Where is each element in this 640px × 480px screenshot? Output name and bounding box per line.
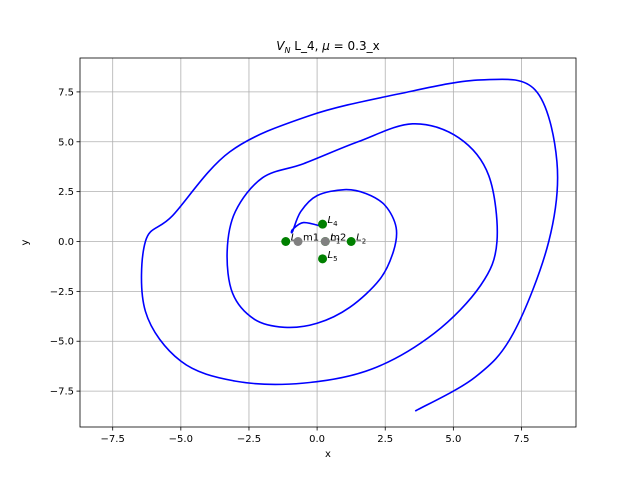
y-tick-label: −7.5 (50, 387, 74, 398)
ticks-layer: −7.5 −5.0 −2.5 0.0 2.5 5.0 7.5 −7.5 −5.0 −2.5 0.0 2… (50, 87, 530, 445)
title-rest: L_4, (290, 39, 322, 53)
series-layer (140, 78, 559, 412)
y-axis-label: y (20, 239, 31, 245)
point-m2 (320, 237, 330, 247)
x-tick-label: −5.0 (169, 434, 193, 445)
y-tick-label: −5.0 (50, 337, 74, 348)
x-tick-label: 0.0 (309, 434, 325, 445)
grid-lines (80, 58, 576, 427)
points-layer: L1L2L3L4L5m1m2 (281, 215, 366, 264)
point-label-l-5: L5 (328, 250, 338, 263)
point-l-3 (281, 237, 291, 247)
y-tick-label: 7.5 (58, 87, 74, 98)
point-label-l-2: L2 (356, 233, 366, 246)
title-symbol: V (276, 39, 285, 53)
y-tick-label: 0.0 (58, 237, 74, 248)
y-tick-label: 2.5 (58, 187, 74, 198)
trajectory-line (140, 78, 559, 412)
title-tail: = 0.3_x (330, 39, 380, 53)
y-tick-label: −2.5 (50, 287, 74, 298)
point-label-l-1: L1 (330, 233, 340, 246)
x-tick-label: −2.5 (237, 434, 261, 445)
point-label-m1: m1 (303, 233, 319, 244)
point-l-5 (318, 254, 328, 264)
x-axis-label: x (325, 449, 331, 460)
x-tick-label: 2.5 (377, 434, 393, 445)
y-tick-label: 5.0 (58, 137, 74, 148)
point-l-4 (318, 219, 328, 229)
x-tick-label: 5.0 (445, 434, 461, 445)
plot-frame (79, 57, 577, 428)
title-subscript: N (284, 46, 290, 55)
chart-title: VN L_4, μ = 0.3_x (276, 39, 379, 55)
x-tick-label: −7.5 (101, 434, 125, 445)
x-tick-label: 7.5 (514, 434, 530, 445)
point-m1 (293, 237, 303, 247)
point-label-m2: m2 (330, 233, 346, 244)
point-label-l-4: L4 (328, 215, 339, 228)
title-mu: μ (321, 39, 330, 53)
point-l-2 (346, 237, 356, 247)
